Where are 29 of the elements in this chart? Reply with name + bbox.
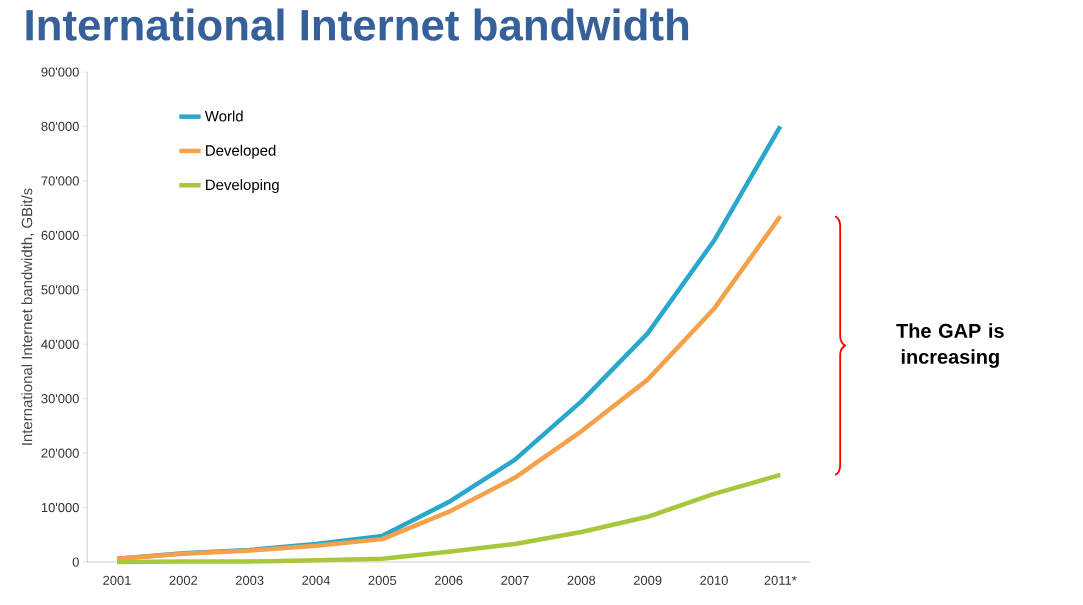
y-axis-title: International Internet bandwidth, GBit/s xyxy=(21,188,35,445)
legend-label: Developing xyxy=(206,179,279,194)
y-tick-label: 80'000 xyxy=(41,121,79,132)
legend-label: Developed xyxy=(206,144,276,159)
text: The GAP is increasing xyxy=(896,323,1004,368)
x-tick-label: 2005 xyxy=(368,575,397,585)
x-tick-label: 2011* xyxy=(764,575,797,585)
y-tick-label: 70'000 xyxy=(41,176,79,186)
x-tick-label: 2004 xyxy=(302,575,331,585)
x-tick-label: 2002 xyxy=(169,575,198,585)
x-tick-label: 2003 xyxy=(235,575,264,585)
y-tick-label: 0 xyxy=(72,557,79,567)
y-tick-label: 60'000 xyxy=(41,230,79,240)
x-tick-label: 2007 xyxy=(501,575,529,585)
x-tick-label: 2008 xyxy=(567,575,596,585)
line-series xyxy=(114,214,783,561)
y-tick-label: 20'000 xyxy=(41,448,79,458)
chart-title: International Internet bandwidth xyxy=(26,8,689,41)
y-tick-label: 90'000 xyxy=(41,67,79,77)
line-series xyxy=(114,472,783,565)
y-tick-label: 10'000 xyxy=(41,502,79,513)
x-tick-label: 2009 xyxy=(633,575,662,585)
y-tick-label: 40'000 xyxy=(41,339,79,349)
y-tick-label: 50'000 xyxy=(41,285,79,295)
x-tick-label: 2006 xyxy=(434,575,463,585)
x-tick-label: 2010 xyxy=(700,575,728,585)
legend-label: World xyxy=(204,110,243,122)
x-tick-label: 2001 xyxy=(103,575,131,585)
y-tick-label: 30'000 xyxy=(41,394,79,404)
